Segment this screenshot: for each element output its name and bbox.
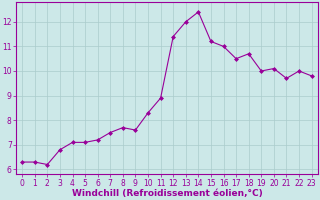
X-axis label: Windchill (Refroidissement éolien,°C): Windchill (Refroidissement éolien,°C) <box>72 189 262 198</box>
